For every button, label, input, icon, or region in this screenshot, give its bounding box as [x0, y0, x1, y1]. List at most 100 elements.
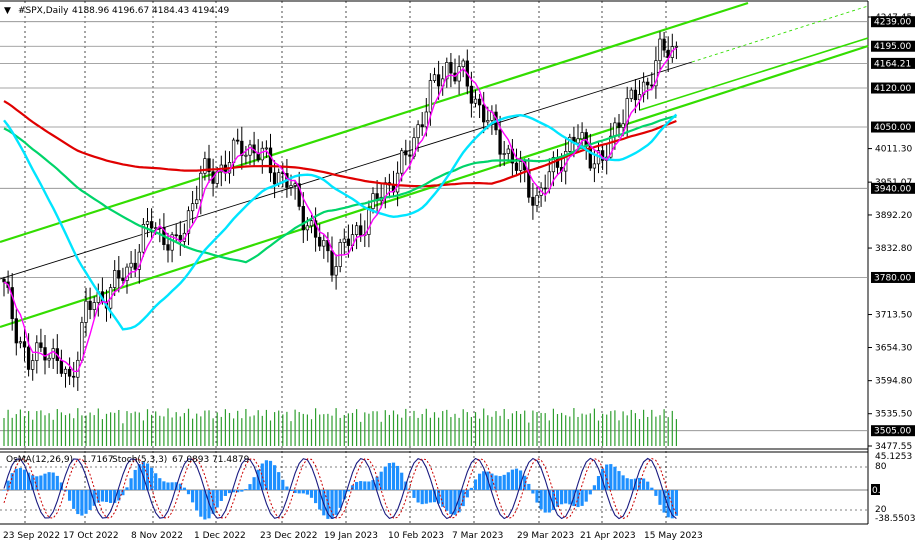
- channel-upper-line[interactable]: [0, 1, 749, 244]
- candle-body: [26, 346, 31, 370]
- close-value: 4194.49: [192, 6, 229, 16]
- osma-bar: [195, 490, 199, 511]
- osma-bar: [543, 490, 547, 513]
- osma-bar: [437, 490, 441, 504]
- volume-bars: [3, 408, 678, 446]
- osma-bar: [199, 490, 203, 517]
- osma-bar: [355, 481, 359, 490]
- osma-bar: [416, 490, 420, 503]
- osma-bar: [605, 464, 609, 490]
- candle-body: [359, 225, 363, 236]
- osma-bar: [674, 490, 678, 516]
- candle-body: [461, 60, 465, 68]
- osma-bar: [285, 486, 289, 490]
- osma-bar: [18, 467, 22, 490]
- osma-bar: [109, 490, 113, 503]
- price-tick-label: 3713.50: [875, 311, 912, 321]
- channel-lower-extension[interactable]: [639, 37, 869, 111]
- candle-body: [289, 185, 293, 188]
- channel-extension-line[interactable]: [691, 5, 869, 63]
- candle-body: [502, 153, 506, 155]
- osma-bar: [371, 480, 375, 490]
- osma-bar: [293, 490, 297, 494]
- price-tick-label: 3654.30: [875, 344, 912, 354]
- price-tick-label: 3832.80: [875, 244, 912, 254]
- osma-bar: [318, 490, 322, 510]
- osma-bar: [273, 465, 277, 490]
- level-price-box: [871, 425, 915, 437]
- date-label: 29 Mar 2023: [517, 531, 574, 541]
- osma-bar: [117, 490, 121, 501]
- level-price-label: 4050.00: [874, 123, 911, 133]
- candle-body: [170, 234, 174, 251]
- candle-body: [244, 154, 248, 157]
- candle-body: [354, 225, 359, 235]
- osma-bar: [637, 477, 642, 490]
- osma-bar: [113, 490, 117, 503]
- osma-bar: [592, 485, 596, 490]
- osma-bar: [391, 462, 396, 490]
- candle-body: [264, 147, 269, 150]
- candle-body: [617, 122, 621, 128]
- ma-red-line[interactable]: [3, 100, 677, 188]
- osma-bar: [428, 490, 432, 503]
- candle-body: [166, 244, 170, 251]
- candle-body: [424, 111, 428, 128]
- candle-body: [186, 210, 191, 234]
- header-arrow-icon[interactable]: ▼: [4, 6, 11, 16]
- candle-body: [92, 302, 96, 310]
- price-tick-label: 3892.20: [875, 211, 912, 221]
- level-price-label: 4164.21: [874, 59, 911, 69]
- ma-cyan-line[interactable]: [3, 113, 678, 331]
- osma-bar: [568, 490, 572, 505]
- ma-green-line[interactable]: [3, 115, 677, 264]
- osma-bar: [658, 490, 662, 505]
- candle-body: [47, 357, 51, 361]
- candle-body: [260, 147, 264, 161]
- level-price-label: 4120.00: [874, 84, 911, 94]
- candle-body: [113, 270, 117, 288]
- osma-bar: [145, 463, 150, 490]
- osma-bar: [88, 490, 92, 510]
- candle-body: [322, 240, 326, 247]
- osma-bar: [72, 490, 76, 509]
- candle-body: [486, 120, 490, 123]
- osma-value: 1.7167: [82, 455, 114, 465]
- osma-bar: [104, 490, 109, 502]
- candle-body: [518, 161, 523, 171]
- channel-mid-line[interactable]: [0, 61, 693, 280]
- osma-bar: [309, 490, 314, 498]
- osma-bar: [125, 487, 129, 490]
- osma-bar: [400, 472, 404, 490]
- ma-fast-line[interactable]: [3, 47, 677, 373]
- candle-body: [400, 150, 404, 174]
- osma-bar: [314, 490, 318, 504]
- osma-bar: [203, 490, 207, 520]
- osma-bar: [223, 490, 227, 496]
- date-label: 10 Feb 2023: [388, 531, 444, 541]
- candle-body: [72, 375, 76, 378]
- osma-bar: [297, 490, 301, 494]
- osma-bar: [129, 478, 133, 490]
- osma-bar: [424, 490, 428, 504]
- candle-body: [121, 277, 125, 281]
- osma-bar: [10, 473, 14, 490]
- candle-body: [436, 74, 441, 87]
- candle-body: [301, 206, 305, 231]
- osc-zero-box: [871, 484, 880, 495]
- candle-body: [469, 85, 474, 104]
- candle-body: [342, 238, 346, 243]
- osma-bar: [465, 490, 469, 498]
- candlesticks: [2, 31, 679, 391]
- candle-body: [514, 162, 519, 171]
- candle-body: [531, 196, 535, 206]
- stoch-signal-line[interactable]: [3, 457, 677, 520]
- osma-bar: [420, 490, 424, 505]
- price-tick-label: 4011.30: [875, 145, 912, 155]
- candle-body: [51, 348, 55, 359]
- osma-bar: [166, 482, 170, 490]
- osma-bar: [482, 471, 486, 490]
- osma-bar: [564, 490, 568, 504]
- osma-bar: [22, 469, 27, 490]
